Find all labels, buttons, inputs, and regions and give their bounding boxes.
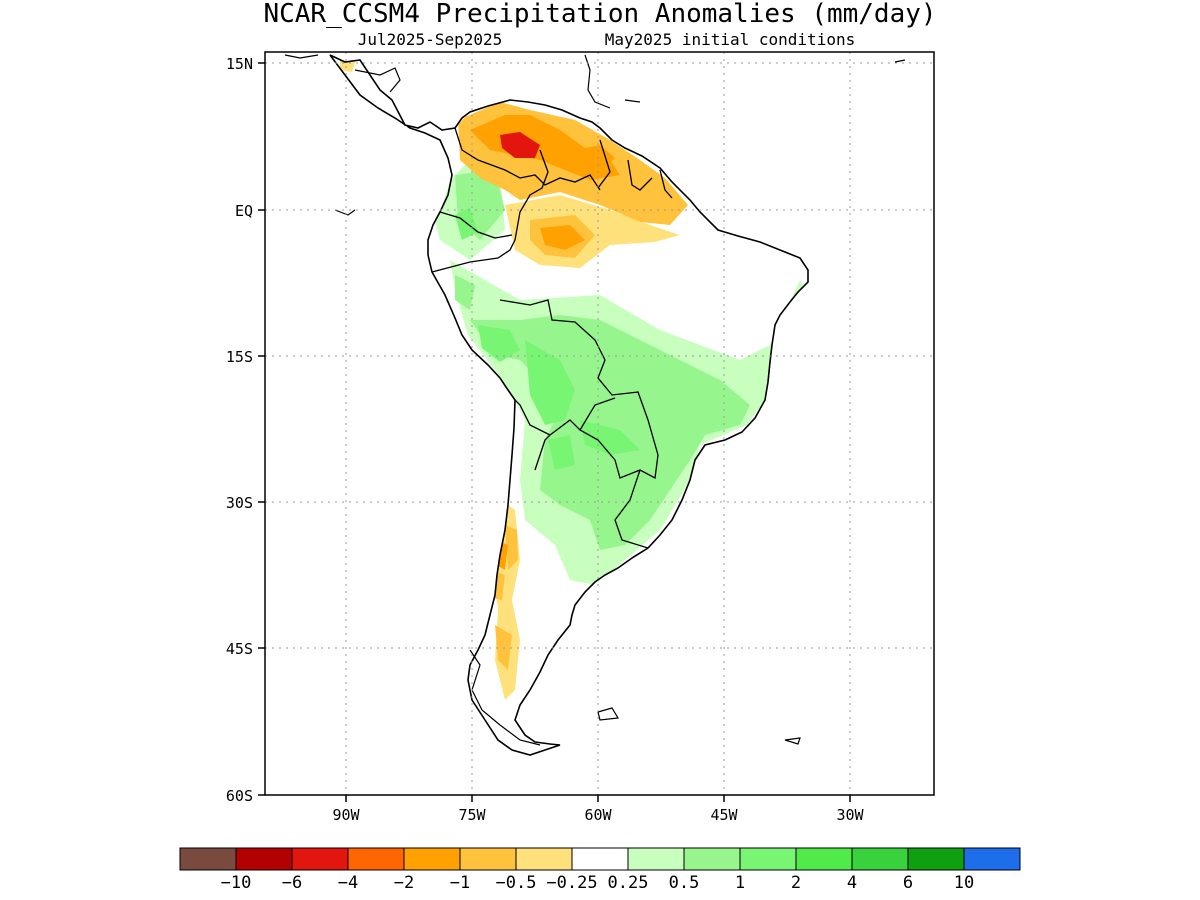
colorbar-swatch — [403, 847, 461, 871]
colorbar-label: 10 — [954, 873, 974, 893]
colorbar-label: 1 — [735, 873, 745, 893]
colorbar-swatch — [963, 847, 1021, 871]
colorbar-swatch — [851, 847, 909, 871]
colorbar-label: −0.5 — [496, 873, 537, 893]
colorbar-label: 0.25 — [608, 873, 649, 893]
dry-weak-region — [458, 102, 688, 670]
lon-label: 30W — [836, 806, 864, 824]
lon-label: 45W — [710, 806, 738, 824]
axis-ticks — [258, 62, 851, 802]
lat-label: 15N — [226, 55, 253, 73]
lat-label: 30S — [226, 494, 253, 512]
colorbar-label: 0.5 — [669, 873, 700, 893]
colorbar-label: 6 — [903, 873, 913, 893]
colorbar-label: 2 — [791, 873, 801, 893]
chart-title: NCAR_CCSM4 Precipitation Anomalies (mm/d… — [263, 0, 936, 29]
map-frame — [264, 51, 935, 796]
colorbar-label: −1 — [450, 873, 470, 893]
colorbar-label: −0.25 — [546, 873, 597, 893]
colorbar-swatch — [683, 847, 741, 871]
lon-label: 60W — [584, 806, 612, 824]
map-grid — [265, 52, 934, 795]
lat-label: EQ — [235, 202, 253, 220]
colorbar-swatch — [347, 847, 405, 871]
colorbar-swatch — [459, 847, 517, 871]
colorbar-label: 4 — [847, 873, 857, 893]
lat-label: 15S — [226, 348, 253, 366]
lat-label: 60S — [226, 787, 253, 805]
anomaly-fields — [340, 60, 808, 700]
colorbar-label: −4 — [338, 873, 358, 893]
wet-strong-region — [455, 208, 640, 470]
colorbar-swatch — [291, 847, 349, 871]
dry-strong-region — [500, 132, 540, 158]
coastlines — [284, 54, 906, 756]
lon-label: 75W — [458, 806, 486, 824]
lon-label: 90W — [332, 806, 360, 824]
initial-conditions-subtitle: May2025 initial conditions — [605, 30, 855, 49]
season-subtitle: Jul2025-Sep2025 — [358, 30, 503, 49]
colorbar-label: −10 — [221, 873, 252, 893]
lat-label: 45S — [226, 640, 253, 658]
colorbar-swatch — [179, 847, 237, 871]
latitude-labels: 15N EQ 15S 30S 45S 60S — [226, 55, 253, 805]
country-borders — [431, 127, 673, 549]
dry-light-region — [340, 60, 680, 700]
longitude-labels: 90W 75W 60W 45W 30W — [332, 806, 864, 824]
dry-mid-region — [470, 115, 620, 570]
south-america-coastline — [329, 54, 809, 756]
colorbar-swatch — [571, 847, 629, 871]
colorbar-swatch — [739, 847, 797, 871]
colorbar-swatch — [795, 847, 853, 871]
colorbar-swatch — [235, 847, 293, 871]
colorbar-swatch — [627, 847, 685, 871]
colorbar: −10 −6 −4 −2 −1 −0.5 −0.25 0.25 0.5 1 2 4 6 10 — [179, 847, 1021, 893]
central-america-outline — [284, 54, 906, 746]
colorbar-label: −6 — [282, 873, 302, 893]
colorbar-swatch — [907, 847, 965, 871]
colorbar-label: −2 — [394, 873, 414, 893]
colorbar-swatch — [515, 847, 573, 871]
wet-mid-region — [455, 170, 750, 550]
